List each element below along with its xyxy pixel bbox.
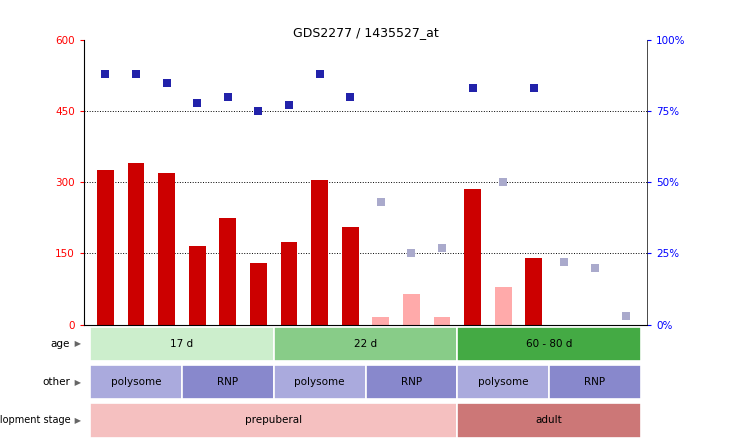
Bar — [372, 317, 389, 325]
Point — [314, 71, 325, 78]
Bar — [90, 365, 182, 399]
Text: other: other — [42, 377, 70, 387]
Point — [192, 99, 203, 106]
Text: ▶: ▶ — [72, 416, 80, 425]
Point — [620, 313, 632, 320]
Point — [161, 79, 173, 86]
Text: prepuberal: prepuberal — [245, 416, 303, 425]
Bar — [433, 317, 450, 325]
Title: GDS2277 / 1435527_at: GDS2277 / 1435527_at — [292, 26, 439, 39]
Bar — [182, 365, 273, 399]
Point — [558, 258, 570, 266]
Bar — [342, 227, 359, 325]
Bar — [403, 294, 420, 325]
Bar — [250, 263, 267, 325]
Text: 17 d: 17 d — [170, 339, 194, 349]
Text: ▶: ▶ — [72, 339, 80, 348]
Text: development stage: development stage — [0, 416, 70, 425]
Text: 22 d: 22 d — [354, 339, 377, 349]
Bar — [90, 403, 458, 438]
Point — [528, 85, 539, 92]
Point — [253, 107, 265, 115]
Bar — [526, 258, 542, 325]
Point — [283, 102, 295, 109]
Bar — [458, 365, 549, 399]
Text: age: age — [50, 339, 70, 349]
Bar — [273, 326, 458, 361]
Bar — [97, 170, 114, 325]
Text: polysome: polysome — [295, 377, 345, 387]
Bar — [458, 326, 641, 361]
Bar — [549, 365, 641, 399]
Text: RNP: RNP — [584, 377, 605, 387]
Bar — [366, 365, 458, 399]
Point — [589, 264, 601, 271]
Bar — [189, 246, 205, 325]
Bar — [281, 242, 298, 325]
Bar — [311, 180, 328, 325]
Bar — [90, 326, 273, 361]
Bar — [495, 287, 512, 325]
Text: RNP: RNP — [217, 377, 238, 387]
Point — [222, 93, 234, 100]
Text: 60 - 80 d: 60 - 80 d — [526, 339, 572, 349]
Text: polysome: polysome — [111, 377, 162, 387]
Bar — [158, 173, 175, 325]
Point — [375, 198, 387, 206]
Point — [344, 93, 356, 100]
Point — [466, 85, 478, 92]
Point — [130, 71, 142, 78]
Point — [406, 250, 417, 257]
Bar — [273, 365, 366, 399]
Text: adult: adult — [536, 416, 562, 425]
Point — [436, 244, 448, 251]
Bar — [219, 218, 236, 325]
Point — [99, 71, 111, 78]
Bar — [128, 163, 145, 325]
Bar — [464, 190, 481, 325]
Text: RNP: RNP — [401, 377, 422, 387]
Text: ▶: ▶ — [72, 377, 80, 387]
Bar — [458, 403, 641, 438]
Point — [497, 179, 509, 186]
Text: polysome: polysome — [478, 377, 529, 387]
